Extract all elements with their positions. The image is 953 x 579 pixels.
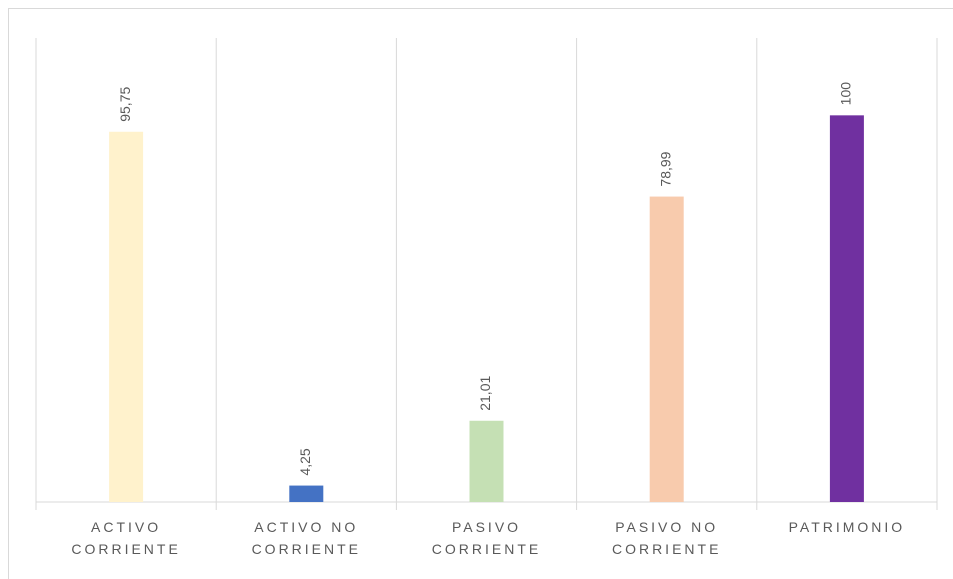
bar bbox=[289, 485, 324, 502]
x-tick-label: ACTIVO CORRIENTE bbox=[71, 519, 181, 557]
x-tick-label: PASIVO CORRIENTE bbox=[431, 519, 542, 557]
data-label: 21,01 bbox=[477, 376, 493, 411]
x-tick-label: PATRIMONIO bbox=[788, 519, 906, 535]
x-tick-label: PASIVO NO CORRIENTE bbox=[611, 519, 722, 557]
data-label: 4,25 bbox=[297, 448, 313, 475]
bar bbox=[109, 131, 144, 502]
data-label: 78,99 bbox=[657, 151, 673, 186]
data-label: 95,75 bbox=[117, 87, 133, 122]
bar bbox=[829, 115, 864, 502]
data-label: 100 bbox=[838, 82, 854, 106]
bar bbox=[469, 420, 504, 502]
x-tick-label: ACTIVO NO CORRIENTE bbox=[251, 519, 362, 557]
bar bbox=[649, 196, 684, 502]
chart-border bbox=[8, 8, 953, 579]
